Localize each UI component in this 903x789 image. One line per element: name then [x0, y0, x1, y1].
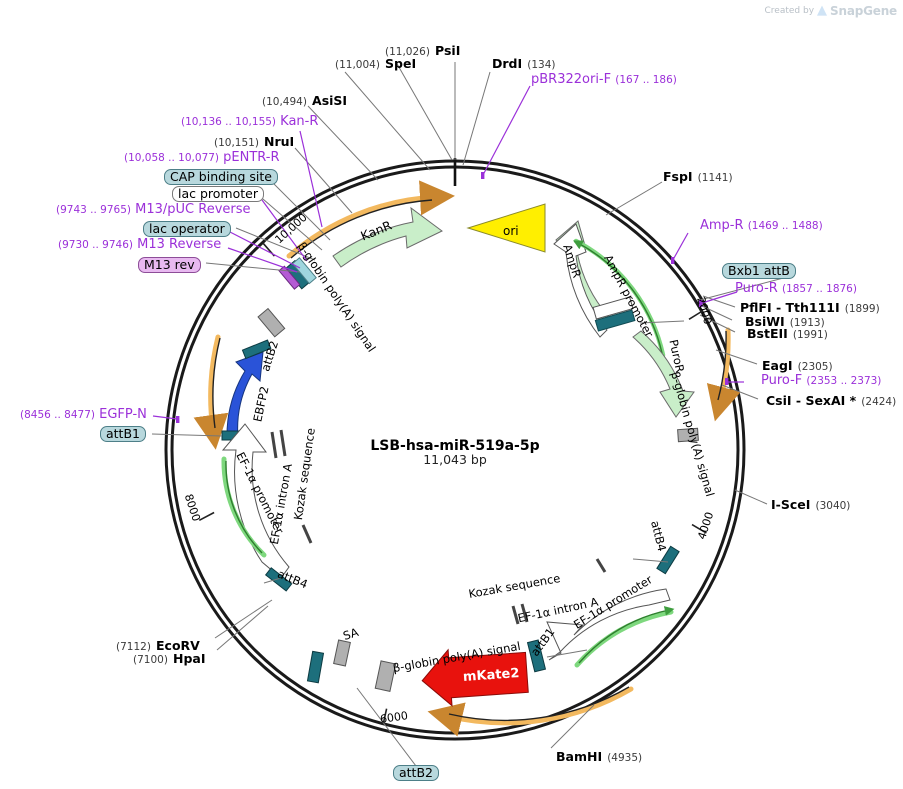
- site-asisi: (10,494) AsiSI: [262, 93, 348, 108]
- primer-egfp-n: (8456 .. 8477) EGFP-N: [20, 407, 147, 422]
- feature-ef1a-promoter-left: [221, 423, 293, 592]
- primer-pentr-r: (10,058 .. 10,077) pENTR-R: [124, 150, 280, 165]
- primer-kan-r: (10,136 .. 10,155) Kan-R: [181, 114, 319, 129]
- plasmid-size: 11,043 bp: [423, 452, 487, 467]
- snapgene-logo-icon: ▲: [817, 3, 828, 18]
- site-fspi: FspI (1141): [663, 169, 733, 184]
- feature-junction-block: [592, 296, 636, 332]
- site-pflfi-tth111i: PflFI - Tth111I (1899): [740, 300, 880, 315]
- feature-attb1-box: attB1: [100, 425, 146, 443]
- site-hpai: (7100) HpaI: [133, 651, 206, 666]
- site-nrui: (10,151) NruI: [214, 134, 295, 149]
- site-bsiwi: BsiWI (1913): [745, 314, 825, 329]
- site-spei: (11,004) SpeI: [335, 56, 417, 71]
- site-psii: (11,026) PsiI: [385, 43, 461, 58]
- site-eagi: EagI (2305): [762, 358, 833, 373]
- primer-puro-r: Puro-R (1857 .. 1876): [735, 281, 857, 296]
- feature-mkate2: [306, 639, 547, 707]
- primer-amp-r: Amp-R (1469 .. 1488): [700, 218, 823, 233]
- site-csii-sexai: CsiI - SexAI * (2424): [766, 393, 897, 408]
- orange-arc-arrow-cores: [212, 199, 727, 721]
- feature-m13-rev: M13 rev: [138, 256, 201, 274]
- site-drdi: DrdI (134): [492, 56, 556, 71]
- feature-label-ori: ori: [503, 224, 519, 238]
- feature-lac-operator: lac operator: [143, 220, 231, 238]
- feature-ori: [466, 203, 546, 253]
- feature-puror: [632, 330, 695, 418]
- feature-cluster-10000: [278, 257, 317, 290]
- orange-arc-arrows: [193, 180, 741, 737]
- small-feature-blocks: [257, 307, 699, 692]
- site-i-scei: I-SceI (3040): [771, 497, 851, 512]
- watermark-prefix: Created by: [764, 5, 815, 16]
- kozak-tick-marks: [270, 429, 607, 625]
- site-bamhi: BamHI (4935): [556, 749, 643, 764]
- leader-lines-enzyme: [151, 61, 792, 767]
- feature-bxb1-attb: Bxb1 attB: [722, 262, 796, 280]
- site-ecorv: (7112) EcoRV: [116, 638, 200, 653]
- primer-m13-reverse: (9730 .. 9746) M13 Reverse: [58, 237, 222, 252]
- primer-puro-f: Puro-F (2353 .. 2373): [761, 373, 882, 388]
- snapgene-watermark: Created by ▲ SnapGene: [764, 3, 898, 18]
- feature-attb2-box: attB2: [393, 764, 439, 782]
- feature-lac-promoter: lac promoter: [172, 185, 264, 203]
- ampr-promoter-arc: [573, 238, 666, 358]
- watermark-brand: SnapGene: [830, 3, 897, 18]
- feature-kanr: [332, 206, 443, 268]
- leader-lines-primer: [152, 85, 744, 423]
- feature-cap-binding-site: CAP binding site: [164, 168, 278, 186]
- feature-ef1a-promoter-right: [546, 545, 680, 668]
- site-bstell: BstEII (1991): [747, 326, 828, 341]
- primer-m13-puc-reverse: (9743 .. 9765) M13/pUC Reverse: [56, 202, 251, 217]
- primer-pbr322ori-f: pBR322ori-F (167 .. 186): [531, 72, 677, 87]
- page-title: LSB-hsa-miR-519a-5p: [370, 438, 540, 454]
